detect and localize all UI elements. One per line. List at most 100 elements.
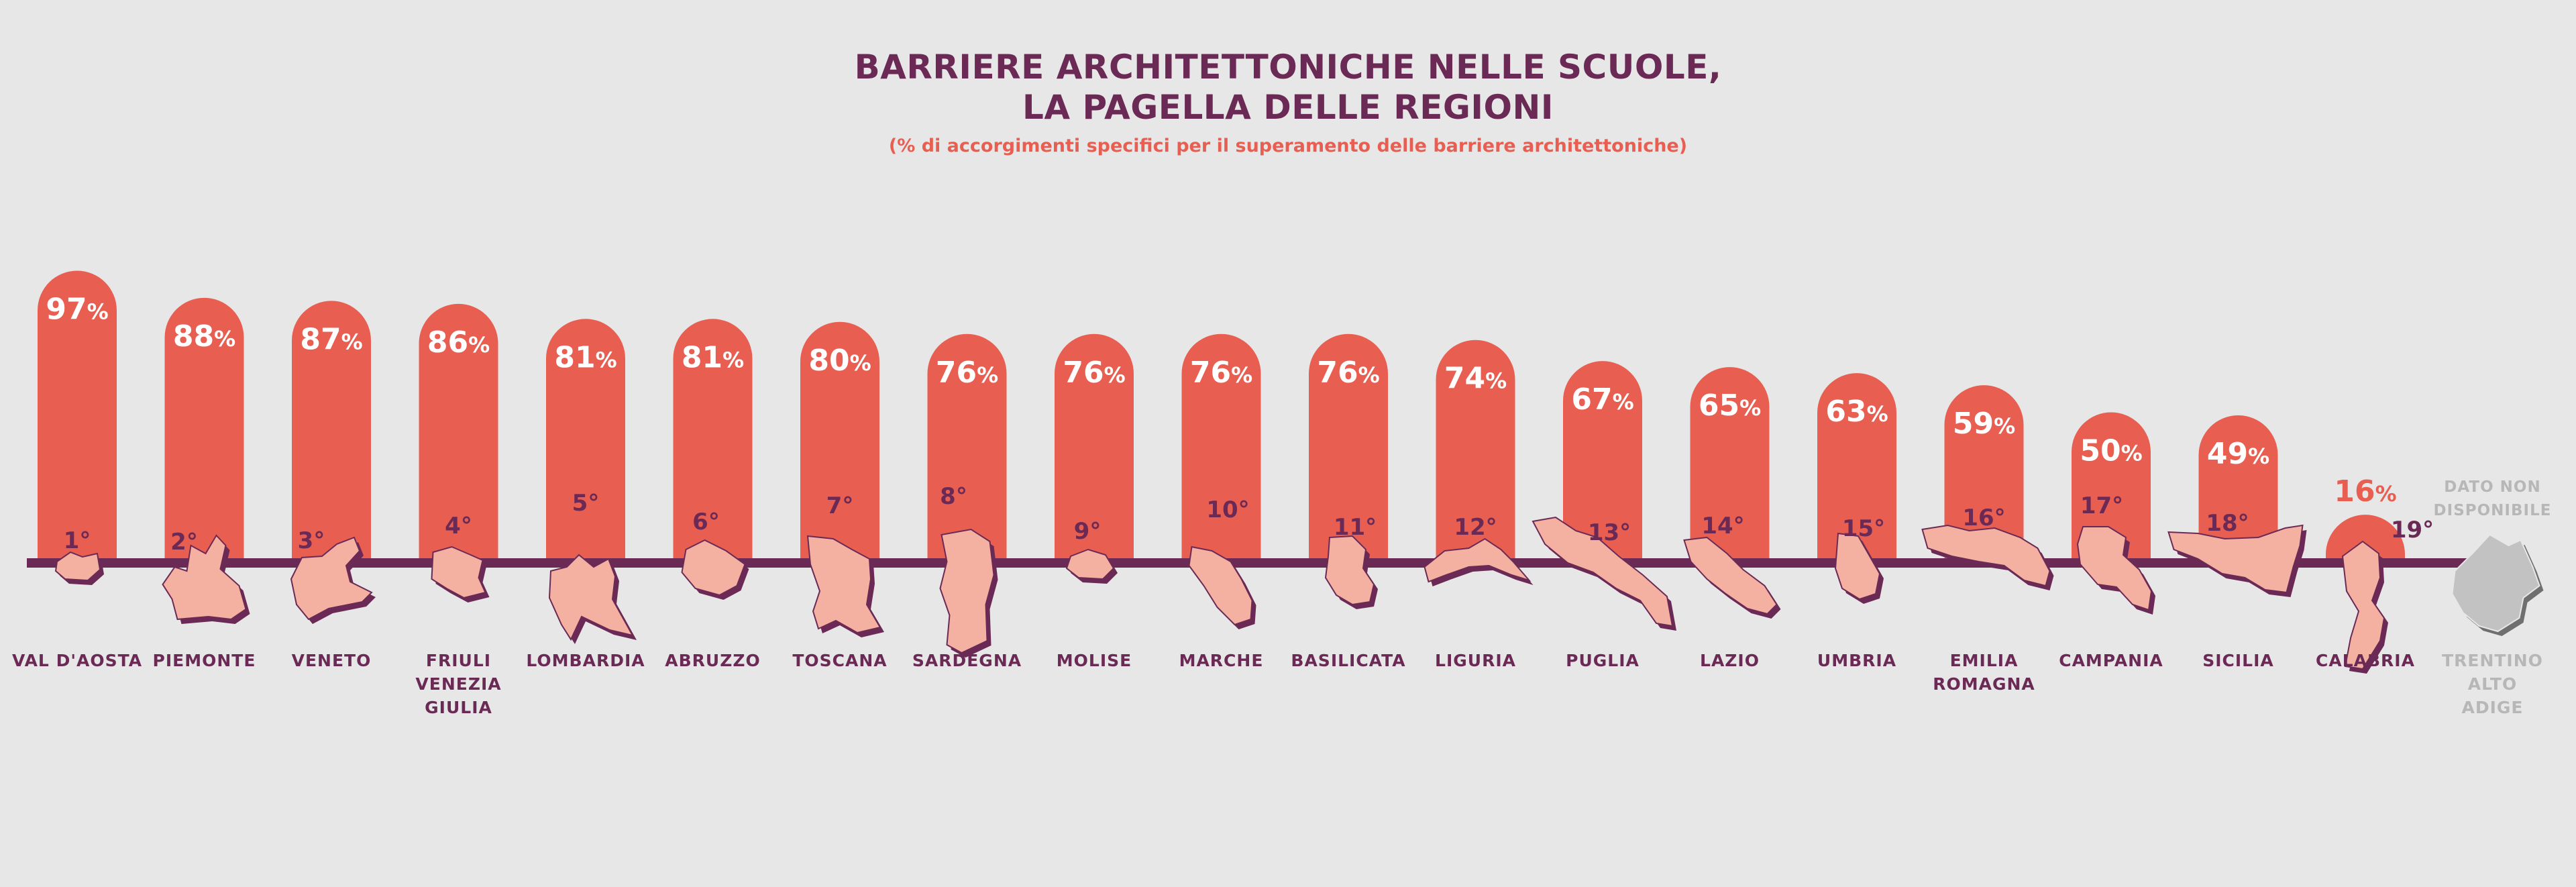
bar xyxy=(419,303,498,563)
category-label: TOSCANA xyxy=(792,651,887,670)
bar xyxy=(546,319,625,563)
data-label: 87% xyxy=(300,322,362,356)
data-label: 50% xyxy=(2080,434,2142,468)
category-label: ADIGE xyxy=(2462,698,2524,717)
category-label: BASILICATA xyxy=(1291,651,1405,670)
trentino-map-icon xyxy=(2451,533,2544,636)
region-shape xyxy=(1532,516,1674,627)
region-shape xyxy=(2341,540,2385,670)
header: BARRIERE ARCHITETTONICHE NELLE SCUOLE, L… xyxy=(0,47,2576,156)
data-label: 49% xyxy=(2207,437,2269,471)
calabria-map-icon xyxy=(2341,540,2388,674)
region-shape xyxy=(1683,536,1778,615)
puglia-map-icon xyxy=(1532,516,1676,631)
molise-map-icon xyxy=(1065,548,1118,584)
bar xyxy=(1308,333,1388,563)
region-shape xyxy=(1834,532,1881,601)
bar xyxy=(1055,333,1134,563)
sardegna-map-icon xyxy=(939,528,998,658)
bar xyxy=(2326,515,2405,563)
data-label: 76% xyxy=(936,356,998,390)
rank-label: 18° xyxy=(2206,510,2249,537)
piemonte-map-icon xyxy=(162,534,250,624)
region-shape xyxy=(806,535,881,634)
not-available-note: DISPONIBILE xyxy=(2434,502,2552,519)
category-label: LOMBARDIA xyxy=(526,651,645,670)
region-shape xyxy=(1424,537,1532,583)
friuli-map-icon xyxy=(431,545,490,603)
rank-label: 17° xyxy=(2080,492,2123,519)
category-label: VENEZIA xyxy=(415,674,501,694)
rank-label: 10° xyxy=(1206,497,1249,523)
region-shape xyxy=(162,534,247,621)
rank-label: 16° xyxy=(1962,505,2005,531)
bar xyxy=(1563,361,1642,563)
chart-title-line-2: LA PAGELLA DELLE REGIONI xyxy=(1022,88,1554,127)
region-shape xyxy=(1324,535,1375,606)
not-available-note: DATO NON xyxy=(2444,478,2540,496)
bar xyxy=(2072,412,2151,563)
category-label: TRENTINO xyxy=(2442,651,2543,670)
category-label: LIGURIA xyxy=(1435,651,1516,670)
data-label: 59% xyxy=(1953,407,2015,441)
category-label: CALABRIA xyxy=(2316,651,2415,670)
bar xyxy=(1690,367,1770,563)
data-label: 81% xyxy=(682,340,744,374)
category-label: MOLISE xyxy=(1057,651,1132,670)
category-label: CAMPANIA xyxy=(2059,651,2163,670)
rank-label: 1° xyxy=(64,527,91,554)
rank-label: 12° xyxy=(1454,514,1497,541)
region-shape xyxy=(1921,524,2051,587)
regions-layer xyxy=(54,516,2544,674)
rank-label: 4° xyxy=(445,513,472,539)
rank-label: 5° xyxy=(572,490,600,517)
liguria-map-icon xyxy=(1424,537,1534,586)
category-label: PUGLIA xyxy=(1566,651,1640,670)
data-label: 97% xyxy=(46,292,108,326)
rank-label: 3° xyxy=(298,527,325,554)
region-shape xyxy=(431,545,486,599)
region-shape xyxy=(548,554,634,641)
category-label: PIEMONTE xyxy=(153,651,256,670)
bar xyxy=(164,297,244,563)
data-label: 16% xyxy=(2334,474,2396,509)
region-shape xyxy=(939,528,995,654)
bar xyxy=(2198,415,2278,563)
rank-label: 9° xyxy=(1074,518,1102,545)
category-label: LAZIO xyxy=(1700,651,1760,670)
rank-label: 8° xyxy=(940,483,967,510)
data-label: 76% xyxy=(1317,356,1379,390)
bar xyxy=(673,319,753,563)
rank-label: 13° xyxy=(1588,519,1631,546)
campania-map-icon xyxy=(2076,526,2155,615)
category-label: ALTO xyxy=(2468,674,2517,694)
chart-subtitle: (% di accorgimenti specifici per il supe… xyxy=(888,136,1688,156)
category-label: ABRUZZO xyxy=(665,651,760,670)
category-label: EMILIA xyxy=(1950,651,2019,670)
rank-label: 14° xyxy=(1701,513,1744,539)
chart-title: BARRIERE ARCHITETTONICHE NELLE SCUOLE, L… xyxy=(0,47,2576,127)
abruzzo-map-icon xyxy=(681,539,749,600)
rank-label: 15° xyxy=(1842,515,1885,542)
region-shape xyxy=(54,551,101,582)
bar xyxy=(1181,333,1261,563)
bar xyxy=(38,270,117,563)
lazio-map-icon xyxy=(1683,536,1781,619)
region-shape xyxy=(681,539,746,596)
labels-layer: 97% 1° VAL D'AOSTA 88% 2° PIEMONTE 87% 3° VENETO… xyxy=(12,292,2552,717)
data-label: 76% xyxy=(1190,356,1252,390)
category-label: GIULIA xyxy=(425,698,492,717)
data-label: 74% xyxy=(1444,362,1507,396)
bar xyxy=(1944,385,2024,563)
data-label: 81% xyxy=(554,340,616,374)
rank-label: 2° xyxy=(170,529,198,556)
rank-label: 6° xyxy=(692,509,720,535)
bar xyxy=(292,301,371,563)
val-daosta-map-icon xyxy=(54,551,104,585)
rank-label: 19° xyxy=(2391,517,2434,543)
lombardia-map-icon xyxy=(548,554,637,644)
category-label: MARCHE xyxy=(1179,651,1264,670)
bars-layer xyxy=(38,270,2405,563)
category-label: VENETO xyxy=(292,651,372,670)
